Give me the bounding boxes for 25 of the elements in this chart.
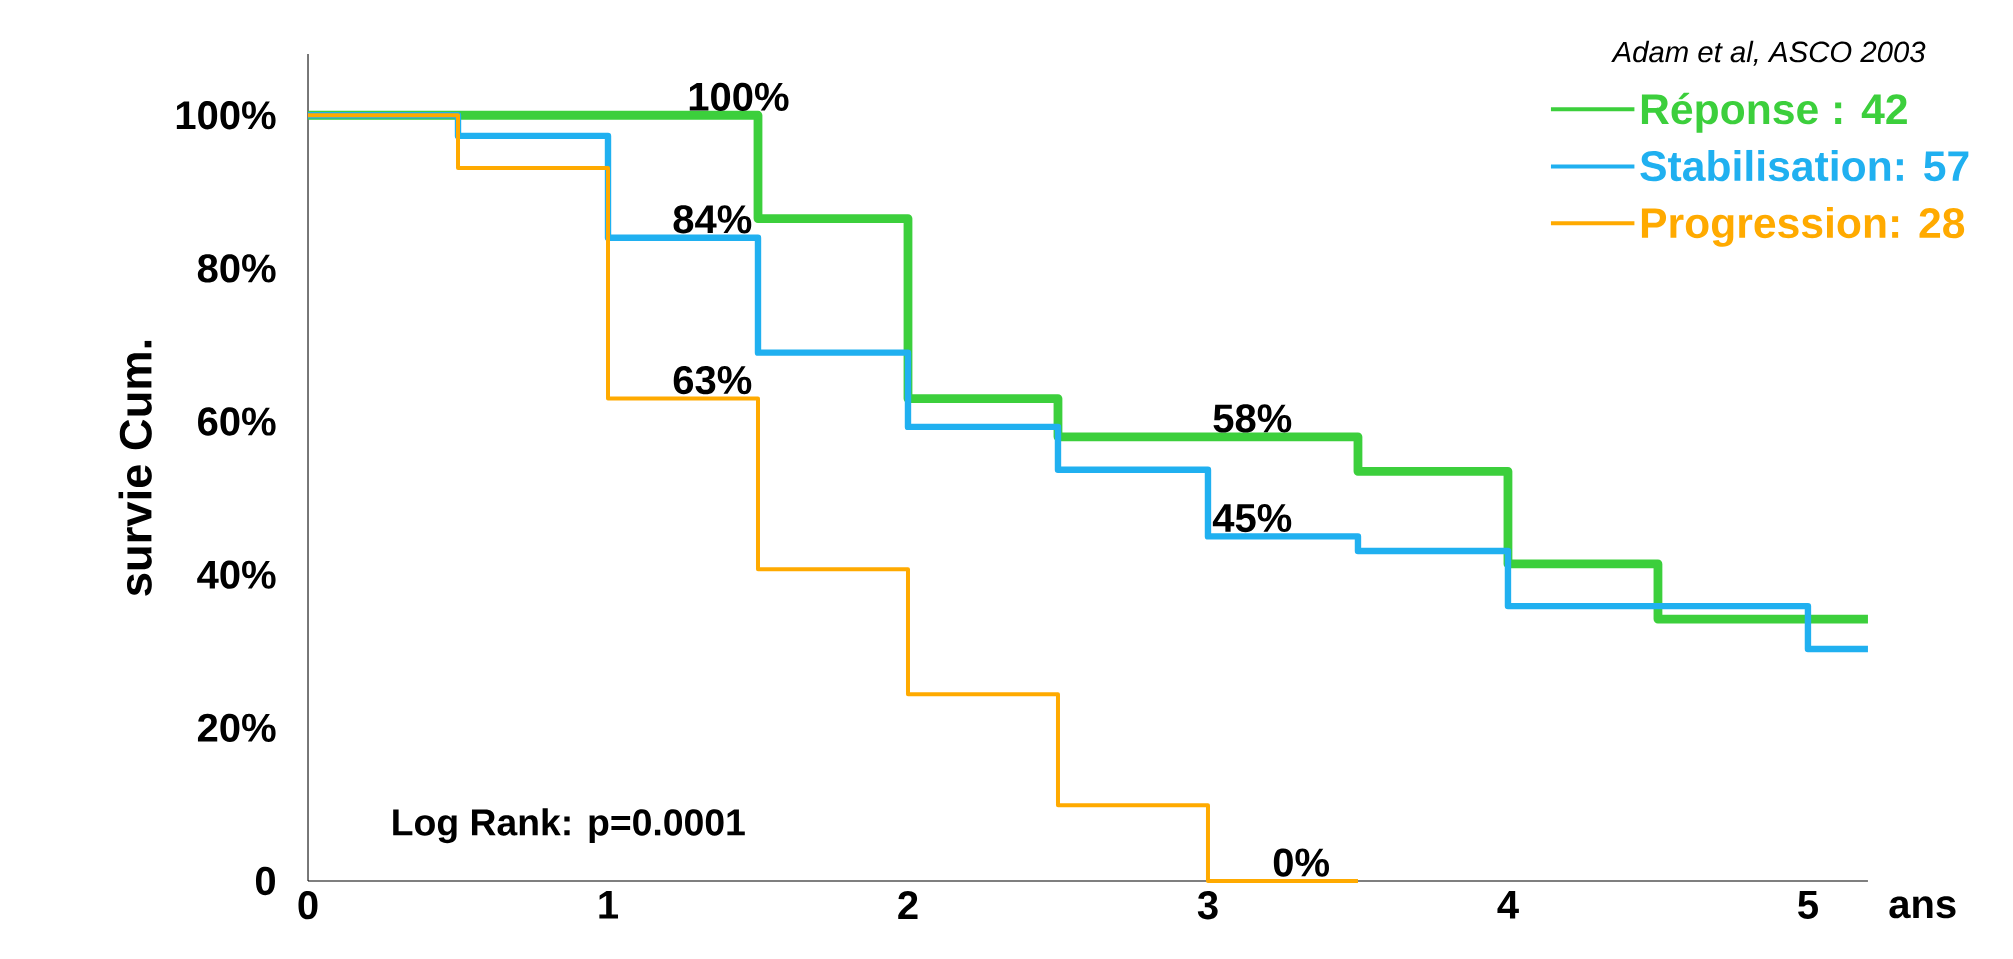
x-tick-label: 2: [898, 891, 918, 919]
x-tick-label: 5: [1798, 891, 1818, 919]
annotation: 0%: [1273, 848, 1329, 877]
annotation: 58%: [1213, 404, 1292, 433]
annotation: 100%: [689, 82, 789, 111]
annotation: Log Rank: p=0.0001: [393, 808, 745, 844]
y-tick-label: 20%: [197, 713, 276, 742]
y-tick-label: 100%: [176, 101, 276, 130]
x-tick-label: 4: [1497, 891, 1519, 919]
y-axis-title: survie Cum.: [118, 340, 152, 596]
annotation: 63%: [673, 365, 752, 395]
annotation: 45%: [1212, 503, 1292, 533]
annotation: 84%: [673, 205, 752, 234]
y-tick-label: 80%: [197, 254, 276, 283]
legend-label: Progression: 28: [1641, 206, 1965, 247]
x-tick-label: 0: [298, 891, 318, 920]
y-tick-label: 40%: [197, 560, 276, 589]
x-tick-label: 1: [599, 891, 619, 919]
y-tick-label: 60%: [198, 407, 276, 436]
y-tick-label: 0: [255, 866, 275, 896]
x-tick-label: 3: [1197, 891, 1218, 920]
legend-label: Stabilisation: 57: [1640, 149, 1969, 182]
annotation: Adam et al, ASCO 2003: [1611, 40, 1926, 66]
x-axis-title: ans: [1889, 896, 1956, 919]
legend-label: Réponse : 42: [1641, 92, 1907, 133]
